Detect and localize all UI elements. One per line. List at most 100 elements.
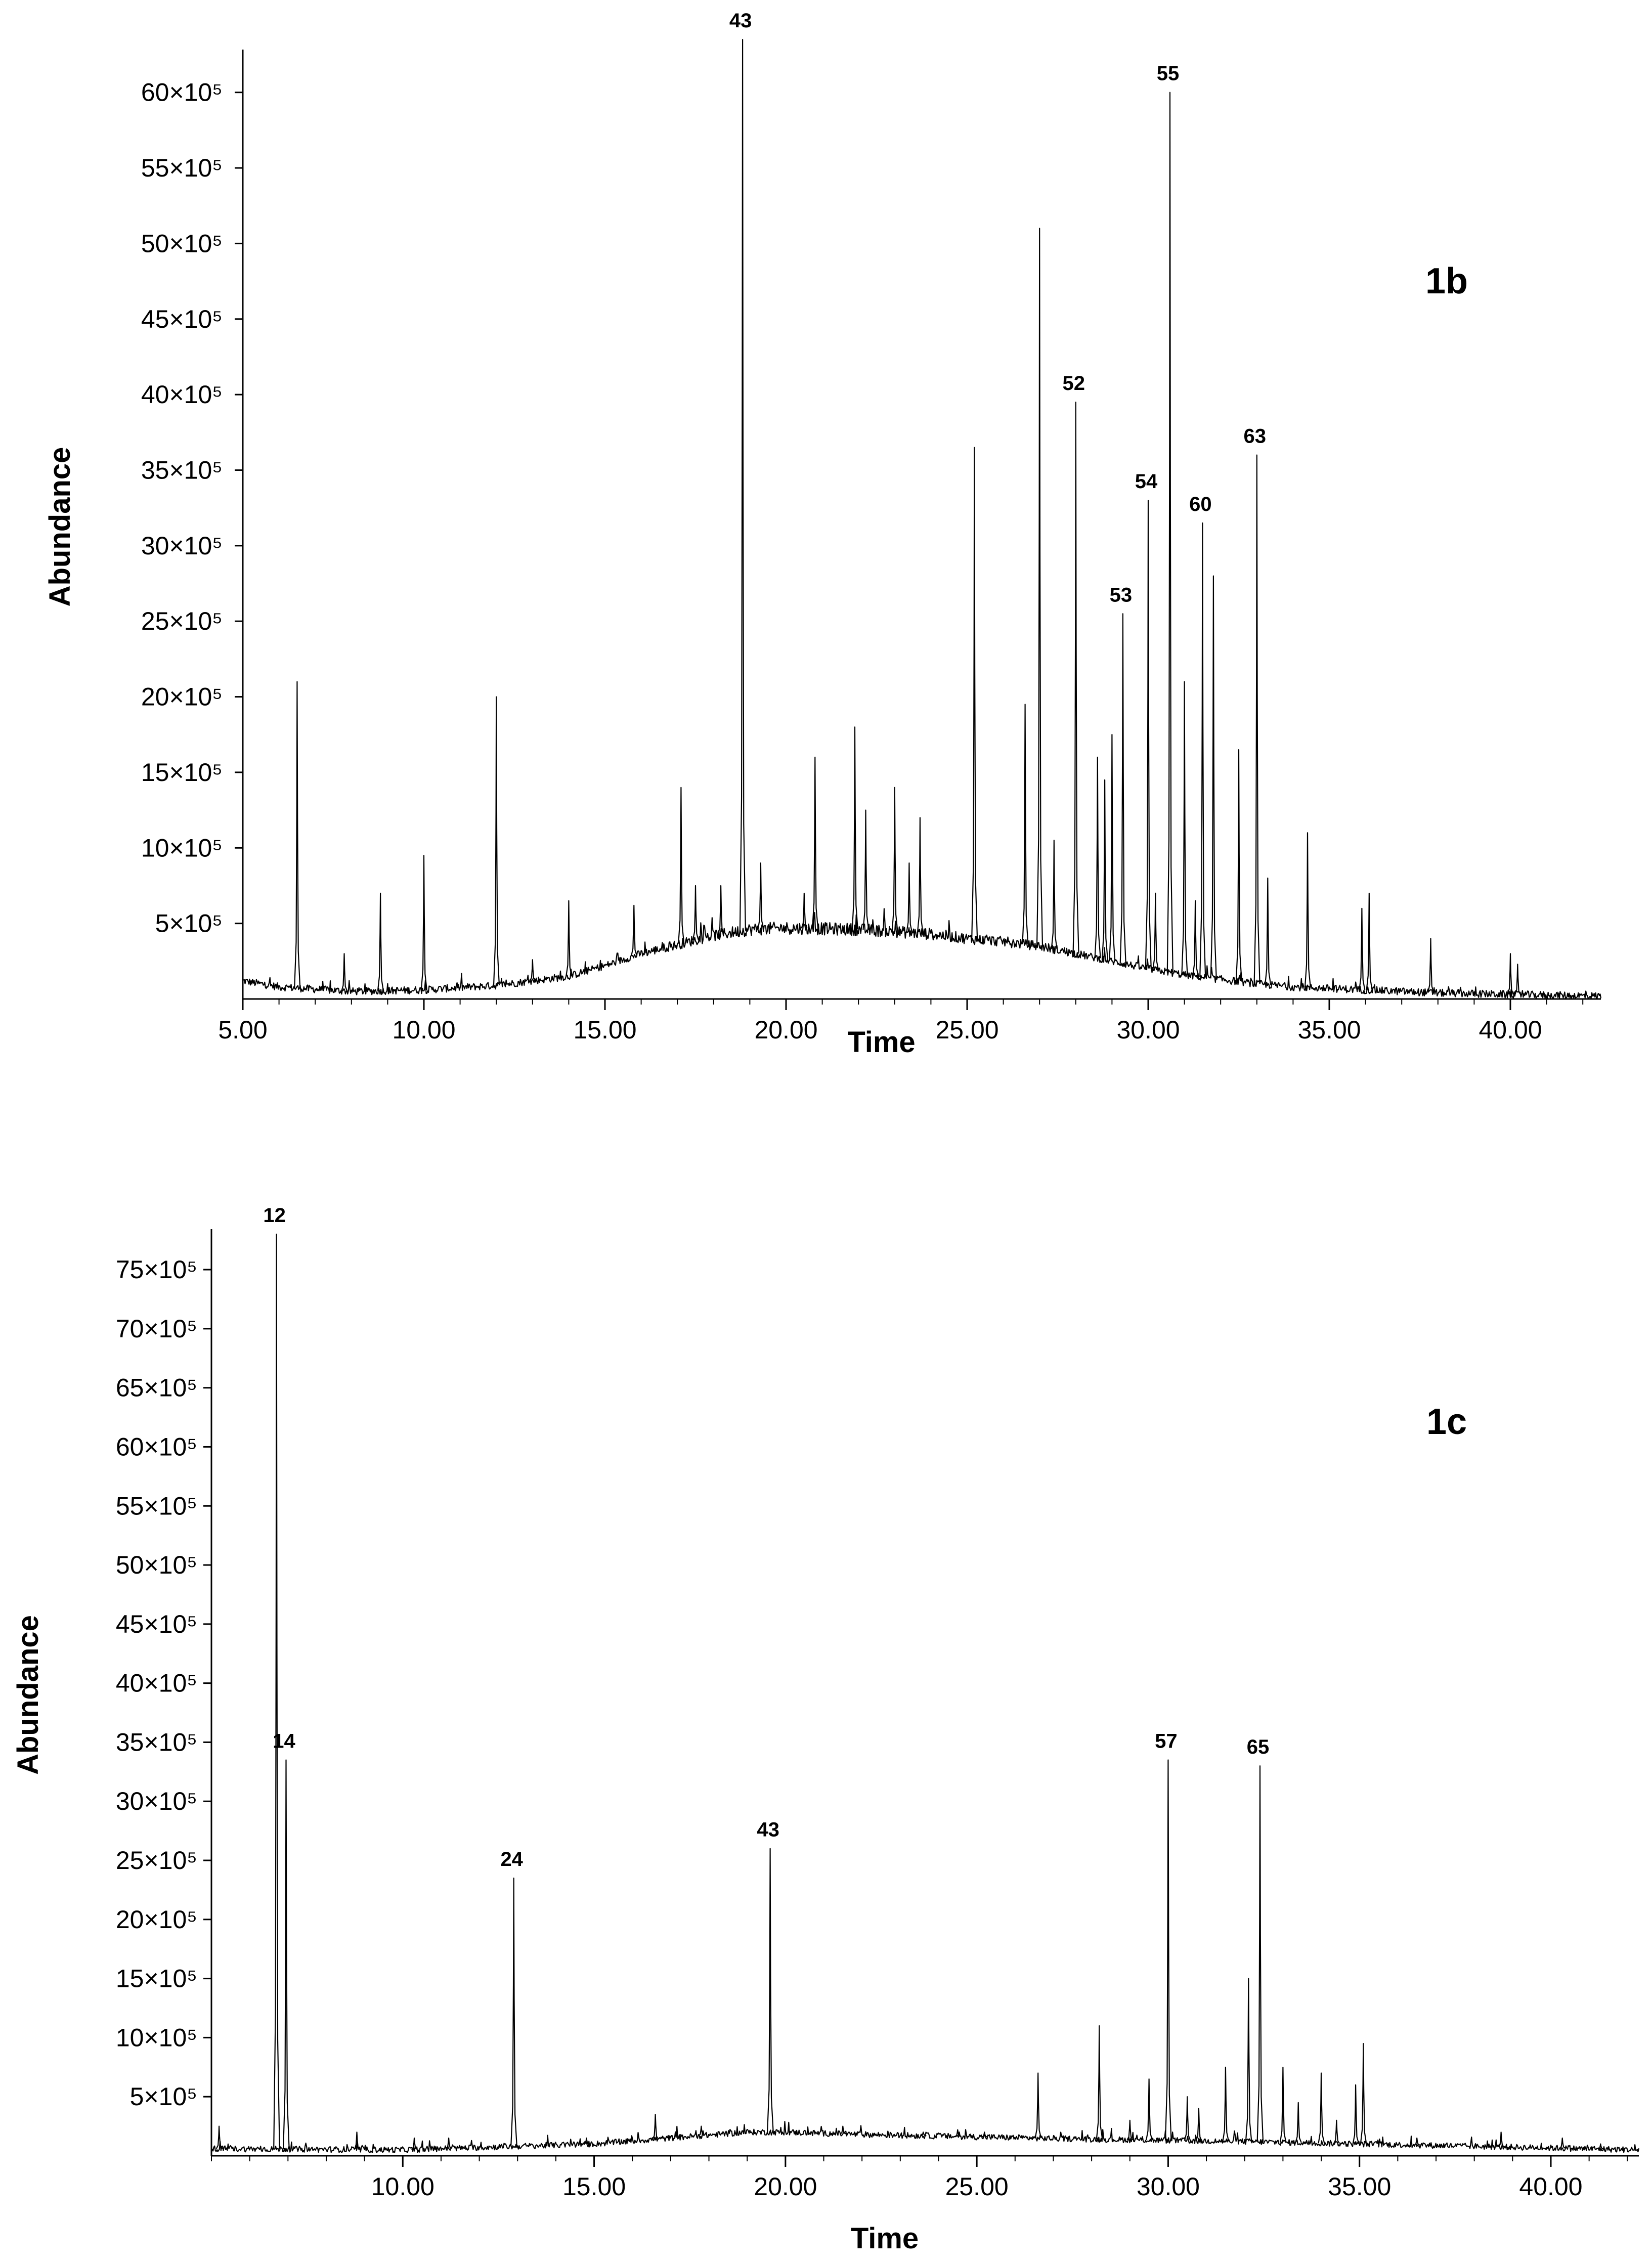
x-tick-label: 15.00	[573, 1016, 636, 1044]
x-tick-label: 20.00	[754, 2172, 817, 2201]
y-tick-label: 50×10⁵	[116, 1551, 197, 1579]
peak-mark	[981, 2131, 988, 2138]
peak-mark	[1192, 900, 1199, 977]
peak-mark	[652, 2114, 659, 2140]
y-axis-title: Abundance	[44, 447, 76, 607]
peak-mark	[1051, 840, 1058, 949]
y-axis-title: Abundance	[12, 1615, 45, 1775]
y-tick-label: 5×10⁵	[155, 909, 223, 938]
x-axis-title: Time	[851, 2222, 919, 2255]
y-tick-label: 20×10⁵	[116, 1905, 197, 1934]
peak-mark	[445, 2137, 452, 2149]
peak-mark	[1304, 832, 1311, 988]
peak-mark	[566, 900, 573, 977]
peak-mark	[1101, 779, 1108, 960]
panel-label: 1c	[1426, 1402, 1467, 1442]
peak-mark	[1199, 522, 1206, 977]
peak-mark	[767, 1848, 774, 2133]
x-axis-title: Time	[847, 1026, 915, 1059]
peak-mark	[215, 2125, 223, 2149]
y-tick-label: 40×10⁵	[116, 1669, 197, 1698]
y-tick-label: 75×10⁵	[116, 1255, 197, 1284]
peak-mark	[1109, 734, 1116, 962]
peak-mark	[1210, 575, 1217, 979]
peak-label: 60	[1189, 493, 1212, 515]
chart-panel-1c: 5×10⁵ 10×10⁵ 15×10⁵ 20×10⁵ 25×10⁵ 30×10⁵ 35×10…	[12, 1204, 1640, 2255]
peak-mark	[1164, 1759, 1172, 2141]
peak-mark	[698, 2125, 705, 2137]
peak-mark	[971, 447, 978, 939]
peak-label: 53	[1110, 584, 1133, 606]
peak-label: 54	[1135, 470, 1158, 493]
y-tick-label: 70×10⁵	[116, 1315, 197, 1343]
peak-label: 52	[1063, 372, 1085, 395]
peak-mark	[1318, 2072, 1325, 2144]
chart-panel-1b: 5×10⁵ 10×10⁵ 15×10⁵ 20×10⁵ 25×10⁵ 30×10⁵ 35×10…	[44, 10, 1602, 1059]
y-tick-label: 10×10⁵	[116, 2023, 197, 2052]
y-tick-label: 55×10⁵	[116, 1492, 197, 1520]
y-tick-label: 25×10⁵	[116, 1846, 197, 1875]
peak-mark	[354, 2131, 361, 2150]
x-tick-label: 5.00	[218, 1016, 267, 1044]
peak-mark	[801, 892, 808, 929]
y-tick-label: 60×10⁵	[141, 78, 223, 107]
peak-mark	[1279, 2066, 1287, 2143]
peak-mark	[631, 904, 638, 956]
peak-mark	[678, 787, 685, 944]
peak-mark	[1245, 1978, 1252, 2142]
peak-label: 63	[1244, 425, 1267, 448]
peak-mark	[906, 862, 913, 933]
peak-mark	[1166, 92, 1173, 973]
peak-mark	[840, 2125, 846, 2135]
y-tick-label: 25×10⁵	[141, 607, 223, 635]
peak-label: 24	[500, 1848, 523, 1870]
peak-label: 57	[1155, 1730, 1178, 1752]
peak-label: 14	[273, 1730, 295, 1752]
peak-label: 12	[263, 1204, 286, 1227]
x-tick-label: 10.00	[392, 1016, 455, 1044]
peak-mark	[1072, 402, 1079, 954]
peak-mark	[1507, 953, 1514, 995]
peak-mark	[1222, 2066, 1230, 2142]
peak-mark	[1360, 2043, 1367, 2144]
x-tick-label: 35.00	[1328, 2172, 1391, 2201]
x-tick-label: 30.00	[1116, 1016, 1180, 1044]
y-tick-label: 35×10⁵	[141, 456, 223, 484]
y-tick-label: 55×10⁵	[141, 154, 223, 182]
y-tick-label: 5×10⁵	[130, 2082, 197, 2111]
peak-mark	[283, 1759, 290, 2149]
y-tick-label: 40×10⁵	[141, 380, 223, 409]
y-tick-label: 10×10⁵	[141, 834, 223, 862]
peak-label: 43	[757, 1819, 779, 1841]
y-tick-label: 45×10⁵	[116, 1610, 197, 1638]
peak-mark	[1184, 2096, 1191, 2141]
x-tick-label: 35.00	[1297, 1016, 1361, 1044]
peak-mark	[1256, 1765, 1264, 2142]
peak-mark	[1235, 749, 1242, 982]
y-tick-label: 30×10⁵	[141, 532, 223, 560]
y-tick-label: 60×10⁵	[116, 1432, 197, 1461]
peak-mark	[1359, 907, 1366, 990]
y-tick-label: 15×10⁵	[141, 758, 223, 787]
peak-mark	[1022, 704, 1029, 944]
peak-label: 55	[1157, 63, 1180, 85]
peak-mark	[1034, 2072, 1042, 2139]
peak-mark	[411, 2137, 418, 2150]
peak-mark	[1597, 2143, 1604, 2150]
peak-mark	[1352, 2084, 1360, 2144]
peak-mark	[954, 2129, 961, 2137]
peak-mark	[1498, 2131, 1505, 2148]
peak-mark	[510, 1878, 517, 2147]
y-tick-label: 35×10⁵	[116, 1728, 197, 1756]
peak-mark	[341, 953, 348, 991]
y-tick-label: 50×10⁵	[141, 229, 223, 257]
peak-mark	[1295, 2102, 1302, 2143]
peak-mark	[1119, 613, 1126, 964]
peak-mark	[1265, 877, 1272, 985]
peak-mark	[1126, 2119, 1134, 2141]
peak-mark	[757, 862, 764, 929]
peak-mark	[377, 892, 384, 991]
peak-mark	[1333, 2119, 1340, 2144]
